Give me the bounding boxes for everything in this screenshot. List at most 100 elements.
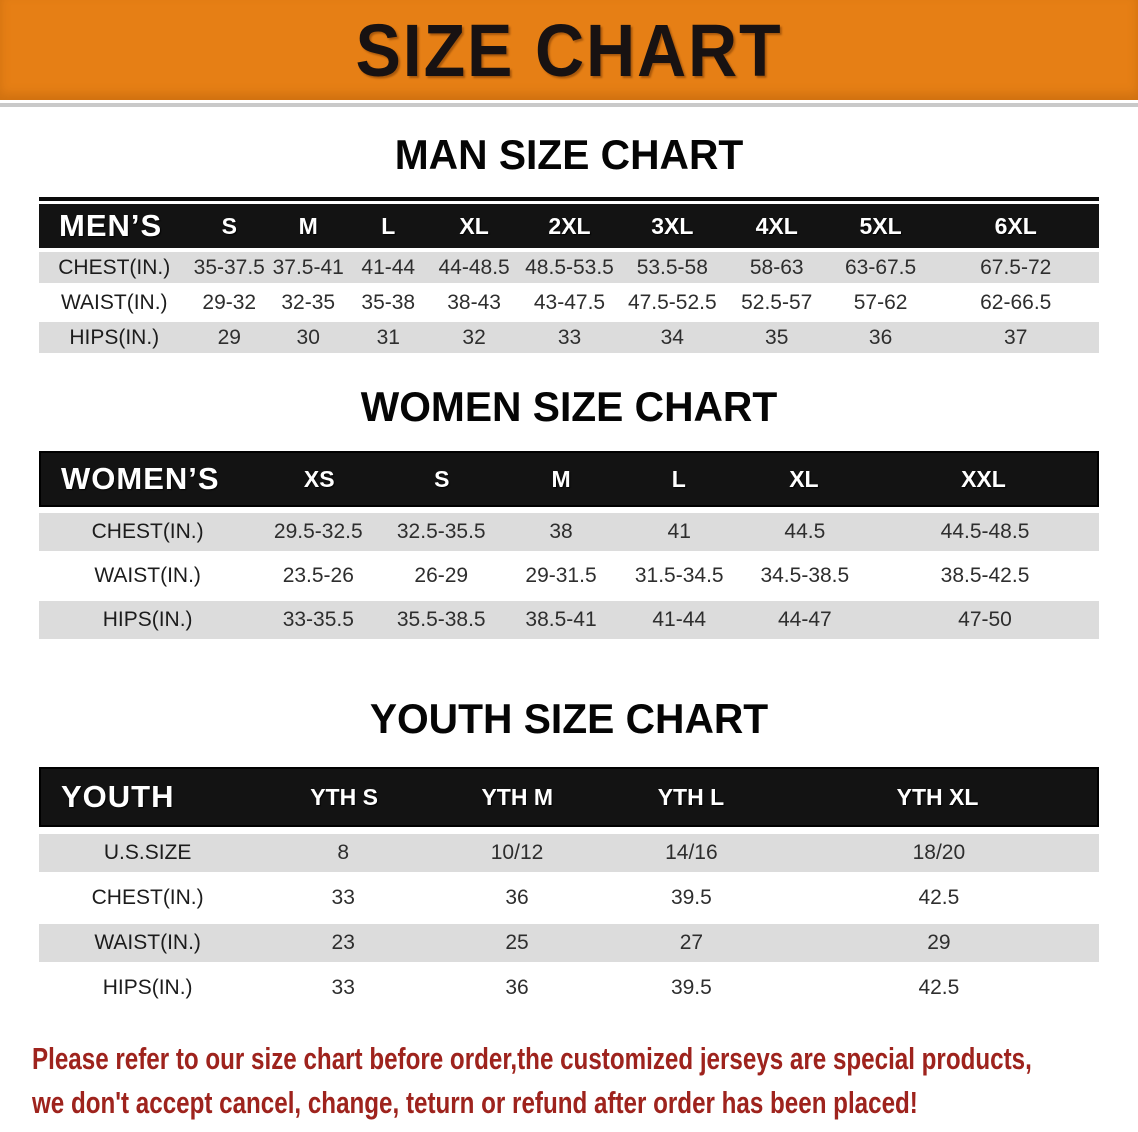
row-label: WAIST(IN.) [60,290,168,314]
row-label: HIPS(IN.) [102,976,193,999]
column-header: L [381,212,396,239]
value-cell: 44-48.5 [438,255,510,279]
column-header: XL [789,465,819,492]
value-cell: 33 [557,325,582,349]
value-cell: 41 [667,520,691,543]
column-header: XS [303,465,335,492]
column-header: S [434,465,450,492]
value-cell: 25 [505,931,529,954]
table-row: WAIST(IN.) 23 25 27 29 [39,924,1099,962]
value-cell: 53.5-58 [636,255,708,279]
value-cell: 42.5 [918,886,960,909]
value-cell: 63-67.5 [844,255,917,279]
value-cell: 44-47 [777,608,832,631]
banner-divider [0,103,1138,107]
value-cell: 33-35.5 [282,608,354,631]
table-title-cell: WOMEN’S [61,461,220,496]
value-cell: 29-31.5 [525,564,597,587]
column-header: L [671,465,686,492]
value-cell: 37.5-41 [272,255,344,279]
value-cell: 26-29 [414,564,469,587]
column-header: S [221,212,237,239]
row-label: CHEST(IN.) [91,520,204,543]
table-title-cell: MEN’S [59,208,163,243]
value-cell: 33 [331,976,355,999]
section-heading-women: WOMEN SIZE CHART [360,383,778,430]
table-row: WAIST(IN.) 29-32 32-35 35-38 38-43 43-47.5 47.… [39,287,1099,318]
value-cell: 38-43 [447,290,501,314]
size-chart-banner: SIZE CHART [0,0,1138,100]
column-header: 6XL [994,212,1037,239]
value-cell: 44.5-48.5 [940,520,1030,543]
banner-title: SIZE CHART [355,8,783,92]
mens-size-table: MEN’S S M L XL 2XL 3XL 4XL 5XL 6XL CHEST(IN.) 35-37… [39,197,1099,353]
value-cell: 31.5-34.5 [634,564,724,587]
youth-size-table: YOUTH YTH S YTH M YTH L YTH XL U.S.SIZE 8 10/12… [39,767,1099,1007]
table-title-cell: YOUTH [61,779,175,814]
value-cell: 47-50 [958,608,1012,631]
table-row: HIPS(IN.) 33-35.5 35.5-38.5 38.5-41 41-44 44-… [39,601,1099,639]
row-label: CHEST(IN.) [91,886,204,909]
value-cell: 34.5-38.5 [760,564,850,587]
value-cell: 27 [679,931,704,954]
column-header: M [551,465,571,492]
table-header-row: YOUTH YTH S YTH M YTH L YTH XL [39,767,1099,827]
value-cell: 29 [217,325,241,349]
value-cell: 30 [296,325,320,349]
column-header: YTH S [310,783,378,810]
table-header-row: WOMEN’S XS S M L XL XXL [39,451,1099,507]
disclaimer-line-2: we don't accept cancel, change, teturn o… [32,1085,918,1120]
disclaimer-line-1: Please refer to our size chart before or… [32,1041,1032,1076]
value-cell: 33 [331,886,355,909]
section-heading-youth: YOUTH SIZE CHART [369,695,769,742]
table-row: HIPS(IN.) 29 30 31 32 33 34 35 36 37 [39,322,1099,353]
value-cell: 37 [1004,325,1028,349]
row-label: WAIST(IN.) [94,564,201,587]
column-header: XL [459,212,489,239]
value-cell: 23.5-26 [282,564,354,587]
value-cell: 32 [462,325,486,349]
value-cell: 39.5 [670,886,712,909]
value-cell: 36 [505,886,529,909]
value-cell: 29-32 [202,290,257,314]
row-label: WAIST(IN.) [94,931,201,954]
section-heading-man: MAN SIZE CHART [394,131,744,178]
value-cell: 8 [337,841,350,864]
value-cell: 67.5-72 [980,255,1052,279]
value-cell: 32.5-35.5 [396,520,486,543]
row-label: HIPS(IN.) [69,325,160,349]
value-cell: 10/12 [490,841,544,864]
value-cell: 38.5-41 [525,608,597,631]
womens-size-table: WOMEN’S XS S M L XL XXL CHEST(IN.) 29.5-32.5 32.5… [39,451,1099,639]
value-cell: 36 [868,325,893,349]
value-cell: 35-38 [361,290,416,314]
value-cell: 18/20 [912,841,966,864]
column-header: 2XL [548,212,591,239]
table-row: WAIST(IN.) 23.5-26 26-29 29-31.5 31.5-34.5 34… [39,557,1099,595]
value-cell: 35.5-38.5 [396,608,486,631]
value-cell: 29.5-32.5 [273,520,363,543]
value-cell: 38 [549,520,573,543]
table-header-row: MEN’S S M L XL 2XL 3XL 4XL 5XL 6XL [39,204,1099,248]
column-header: YTH XL [896,783,979,810]
row-label: CHEST(IN.) [58,255,171,279]
value-cell: 41-44 [361,255,416,279]
value-cell: 38.5-42.5 [940,564,1030,587]
column-header: M [298,212,318,239]
value-cell: 35-37.5 [193,255,265,279]
value-cell: 32-35 [281,290,336,314]
row-label: U.S.SIZE [103,841,192,864]
value-cell: 47.5-52.5 [627,290,717,314]
column-header: YTH L [657,783,725,810]
column-header: 3XL [651,212,694,239]
column-header: YTH M [481,783,553,810]
table-row: HIPS(IN.) 33 36 39.5 42.5 [39,969,1099,1007]
value-cell: 35 [765,325,789,349]
column-header: XXL [961,465,1006,492]
value-cell: 62-66.5 [980,290,1052,314]
table-row: CHEST(IN.) 29.5-32.5 32.5-35.5 38 41 44.5 44.5… [39,513,1099,551]
column-header: 4XL [755,212,798,239]
value-cell: 29 [927,931,951,954]
value-cell: 58-63 [749,255,804,279]
value-cell: 52.5-57 [741,290,813,314]
